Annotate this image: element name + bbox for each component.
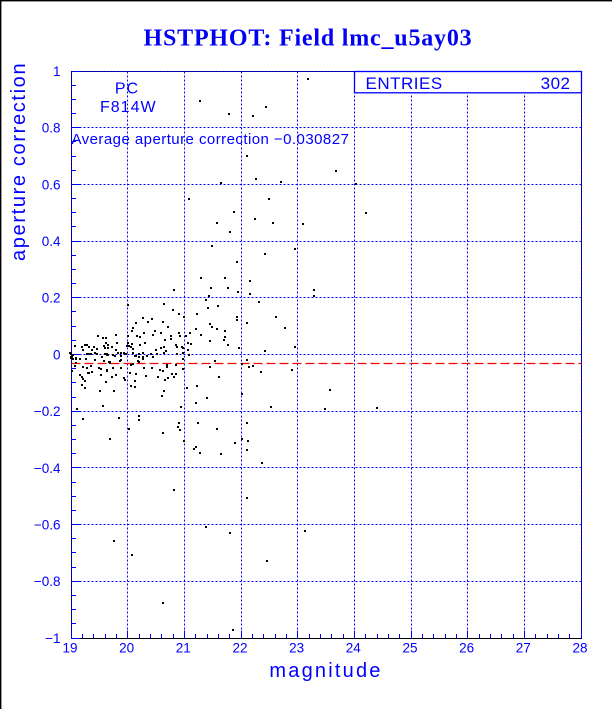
svg-text:25: 25 xyxy=(402,641,417,656)
svg-text:F814W: F814W xyxy=(100,99,157,116)
svg-text:0.6: 0.6 xyxy=(42,177,61,192)
svg-text:0.2: 0.2 xyxy=(42,291,61,306)
svg-text:27: 27 xyxy=(516,641,531,656)
svg-text:0.8: 0.8 xyxy=(42,121,61,136)
svg-text:24: 24 xyxy=(346,641,362,656)
svg-text:PC: PC xyxy=(115,81,139,98)
svg-text:HSTPHOT: Field lmc_u5ay03: HSTPHOT: Field lmc_u5ay03 xyxy=(144,26,473,52)
svg-text:26: 26 xyxy=(459,641,474,656)
svg-text:21: 21 xyxy=(176,641,191,656)
svg-text:ENTRIES: ENTRIES xyxy=(366,74,443,93)
svg-text:0: 0 xyxy=(53,347,61,362)
svg-text:22: 22 xyxy=(232,641,247,656)
svg-text:1: 1 xyxy=(53,64,61,79)
svg-text:−0.2: −0.2 xyxy=(34,404,61,419)
svg-text:−1: −1 xyxy=(45,631,60,646)
svg-text:magnitude: magnitude xyxy=(269,660,382,682)
svg-text:19: 19 xyxy=(62,641,77,656)
svg-text:aperture correction: aperture correction xyxy=(8,62,30,261)
svg-text:302: 302 xyxy=(541,74,571,93)
svg-text:−0.8: −0.8 xyxy=(34,574,61,589)
svg-text:23: 23 xyxy=(289,641,304,656)
svg-text:−0.6: −0.6 xyxy=(34,518,61,533)
svg-text:Average aperture correction −0: Average aperture correction −0.030827 xyxy=(72,131,350,148)
svg-text:0.4: 0.4 xyxy=(42,234,61,249)
svg-text:−0.4: −0.4 xyxy=(34,461,61,476)
svg-text:20: 20 xyxy=(119,641,134,656)
svg-text:28: 28 xyxy=(572,641,587,656)
